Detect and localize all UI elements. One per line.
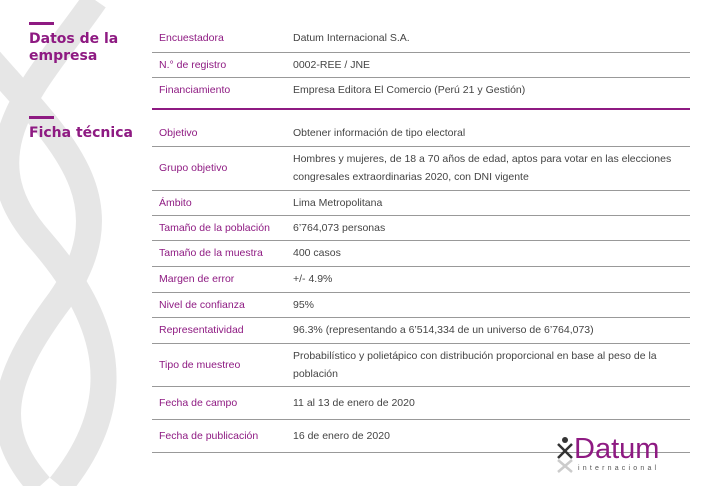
row-label: Representatividad [152, 317, 286, 344]
table-row: Objetivo Obtener información de tipo elec… [152, 120, 690, 147]
section-heading-ficha: Ficha técnica [29, 116, 141, 142]
row-value: 95% [286, 292, 690, 318]
row-value: +/- 4.9% [286, 266, 690, 293]
row-label: Tamaño de la muestra [152, 240, 286, 267]
table-row: Ámbito Lima Metropolitana [152, 190, 690, 216]
table-row: Margen de error +/- 4.9% [152, 266, 690, 293]
row-label: Tamaño de la población [152, 215, 286, 241]
logo-text: Datum [574, 433, 660, 465]
section-title: Datos de la empresa [29, 31, 119, 64]
table-row: Financiamiento Empresa Editora El Comerci… [152, 77, 690, 102]
table-row: N.° de registro 0002-REE / JNE [152, 52, 690, 78]
divider [152, 108, 690, 110]
row-label: Ámbito [152, 190, 286, 216]
row-value: 6’764,073 personas [286, 215, 690, 241]
section-title: Ficha técnica [29, 125, 133, 141]
logo-subtext: internacional [578, 465, 660, 472]
row-value: 11 al 13 de enero de 2020 [286, 386, 690, 420]
row-label: Nivel de confianza [152, 292, 286, 318]
row-value: Datum Internacional S.A. [286, 25, 690, 53]
person-logo-icon [557, 437, 573, 473]
section-heading-empresa: Datos de la empresa [29, 22, 141, 65]
row-value: 0002-REE / JNE [286, 52, 690, 78]
row-value: 16 de enero de 2020 [286, 419, 690, 453]
table-row: Fecha de publicación 16 de enero de 2020 [152, 419, 690, 453]
row-value: Probabilístico y polietápico con distrib… [286, 343, 690, 387]
table-row: Tipo de muestreo Probabilístico y polietá… [152, 343, 690, 387]
empresa-table: Encuestadora Datum Internacional S.A. N.° … [152, 25, 690, 102]
table-row: Grupo objetivo Hombres y mujeres, de 18 a… [152, 146, 690, 191]
ficha-table: Objetivo Obtener información de tipo elec… [152, 120, 690, 453]
row-value: Hombres y mujeres, de 18 a 70 años de ed… [286, 146, 690, 191]
datum-logo: Datum internacional [556, 434, 659, 473]
table-row: Encuestadora Datum Internacional S.A. [152, 25, 690, 53]
row-label: Objetivo [152, 120, 286, 147]
row-label: Margen de error [152, 266, 286, 293]
row-value: 96.3% (representando a 6’514,334 de un u… [286, 317, 690, 344]
row-label: Financiamiento [159, 83, 231, 96]
table-row: Fecha de campo 11 al 13 de enero de 2020 [152, 386, 690, 420]
row-label: N.° de registro [152, 52, 286, 78]
row-label: Grupo objetivo [152, 146, 286, 191]
table-row: Tamaño de la población 6’764,073 personas [152, 215, 690, 241]
table-row: Tamaño de la muestra 400 casos [152, 240, 690, 267]
row-label: Fecha de publicación [152, 419, 286, 453]
row-value: Obtener información de tipo electoral [286, 120, 690, 147]
row-value: Empresa Editora El Comercio (Perú 21 y G… [293, 83, 526, 96]
row-value: 400 casos [286, 240, 690, 267]
row-value: Lima Metropolitana [286, 190, 690, 216]
row-label: Encuestadora [152, 25, 286, 53]
table-row: Representatividad 96.3% (representando a … [152, 317, 690, 344]
row-label: Tipo de muestreo [152, 343, 286, 387]
table-row: Nivel de confianza 95% [152, 292, 690, 318]
row-label: Fecha de campo [152, 386, 286, 420]
